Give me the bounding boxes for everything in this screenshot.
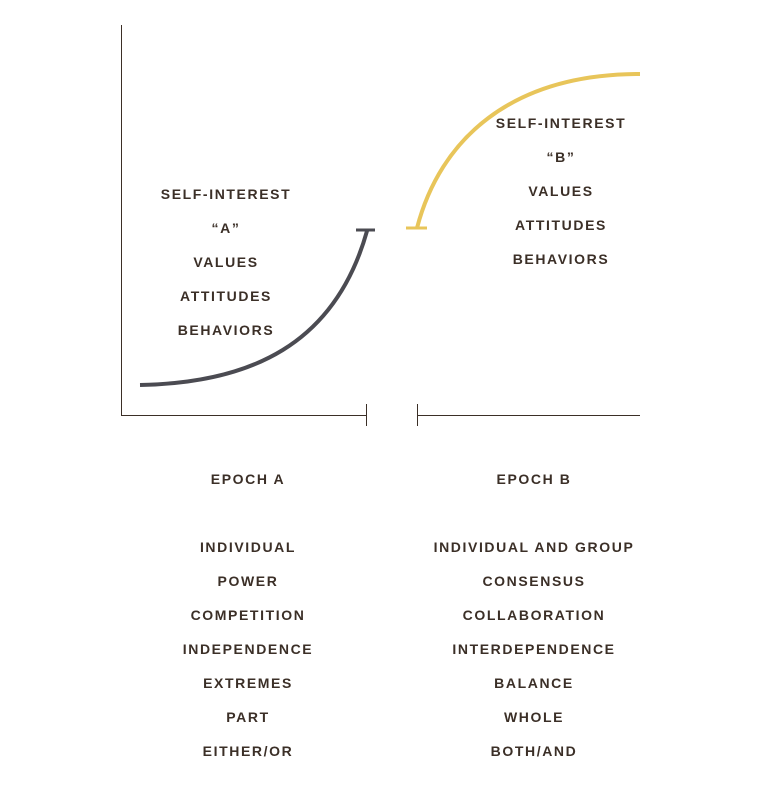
epoch-a-trait: INDIVIDUAL — [199, 539, 297, 555]
epoch-a-label-self-interest: SELF-INTEREST — [160, 186, 292, 202]
epoch-b-label-values: VALUES — [528, 183, 594, 199]
epoch-b-trait: INDIVIDUAL AND GROUP — [433, 539, 635, 555]
epoch-a-trait: PART — [226, 709, 270, 725]
epoch-a-trait: EXTREMES — [203, 675, 293, 691]
epoch-b-trait: WHOLE — [503, 709, 565, 725]
epoch-a-title: EPOCH A — [210, 471, 286, 487]
epoch-b-trait: INTERDEPENDENCE — [452, 641, 616, 657]
epoch-a-curve — [139, 230, 369, 387]
epoch-b-label-self-interest: SELF-INTEREST — [495, 115, 627, 131]
epoch-a-trait: EITHER/OR — [202, 743, 294, 759]
epoch-b-curve — [415, 72, 641, 229]
epoch-b-title: EPOCH B — [496, 471, 572, 487]
epoch-b-trait: COLLABORATION — [462, 607, 606, 623]
epoch-a-trait: INDEPENDENCE — [182, 641, 314, 657]
epoch-a-trait: POWER — [217, 573, 279, 589]
epoch-a-label-a: “A” — [211, 220, 241, 236]
epoch-a-label-attitudes: ATTITUDES — [180, 288, 272, 304]
epoch-b-trait: CONSENSUS — [482, 573, 586, 589]
epoch-a-label-behaviors: BEHAVIORS — [177, 322, 275, 338]
epoch-b-trait: BOTH/AND — [490, 743, 578, 759]
epoch-a-label-values: VALUES — [193, 254, 259, 270]
epoch-b-label-attitudes: ATTITUDES — [515, 217, 607, 233]
epoch-b-label-b: “B” — [546, 149, 576, 165]
epoch-b-label-behaviors: BEHAVIORS — [512, 251, 610, 267]
epoch-b-trait: BALANCE — [494, 675, 574, 691]
epoch-a-trait: COMPETITION — [190, 607, 306, 623]
